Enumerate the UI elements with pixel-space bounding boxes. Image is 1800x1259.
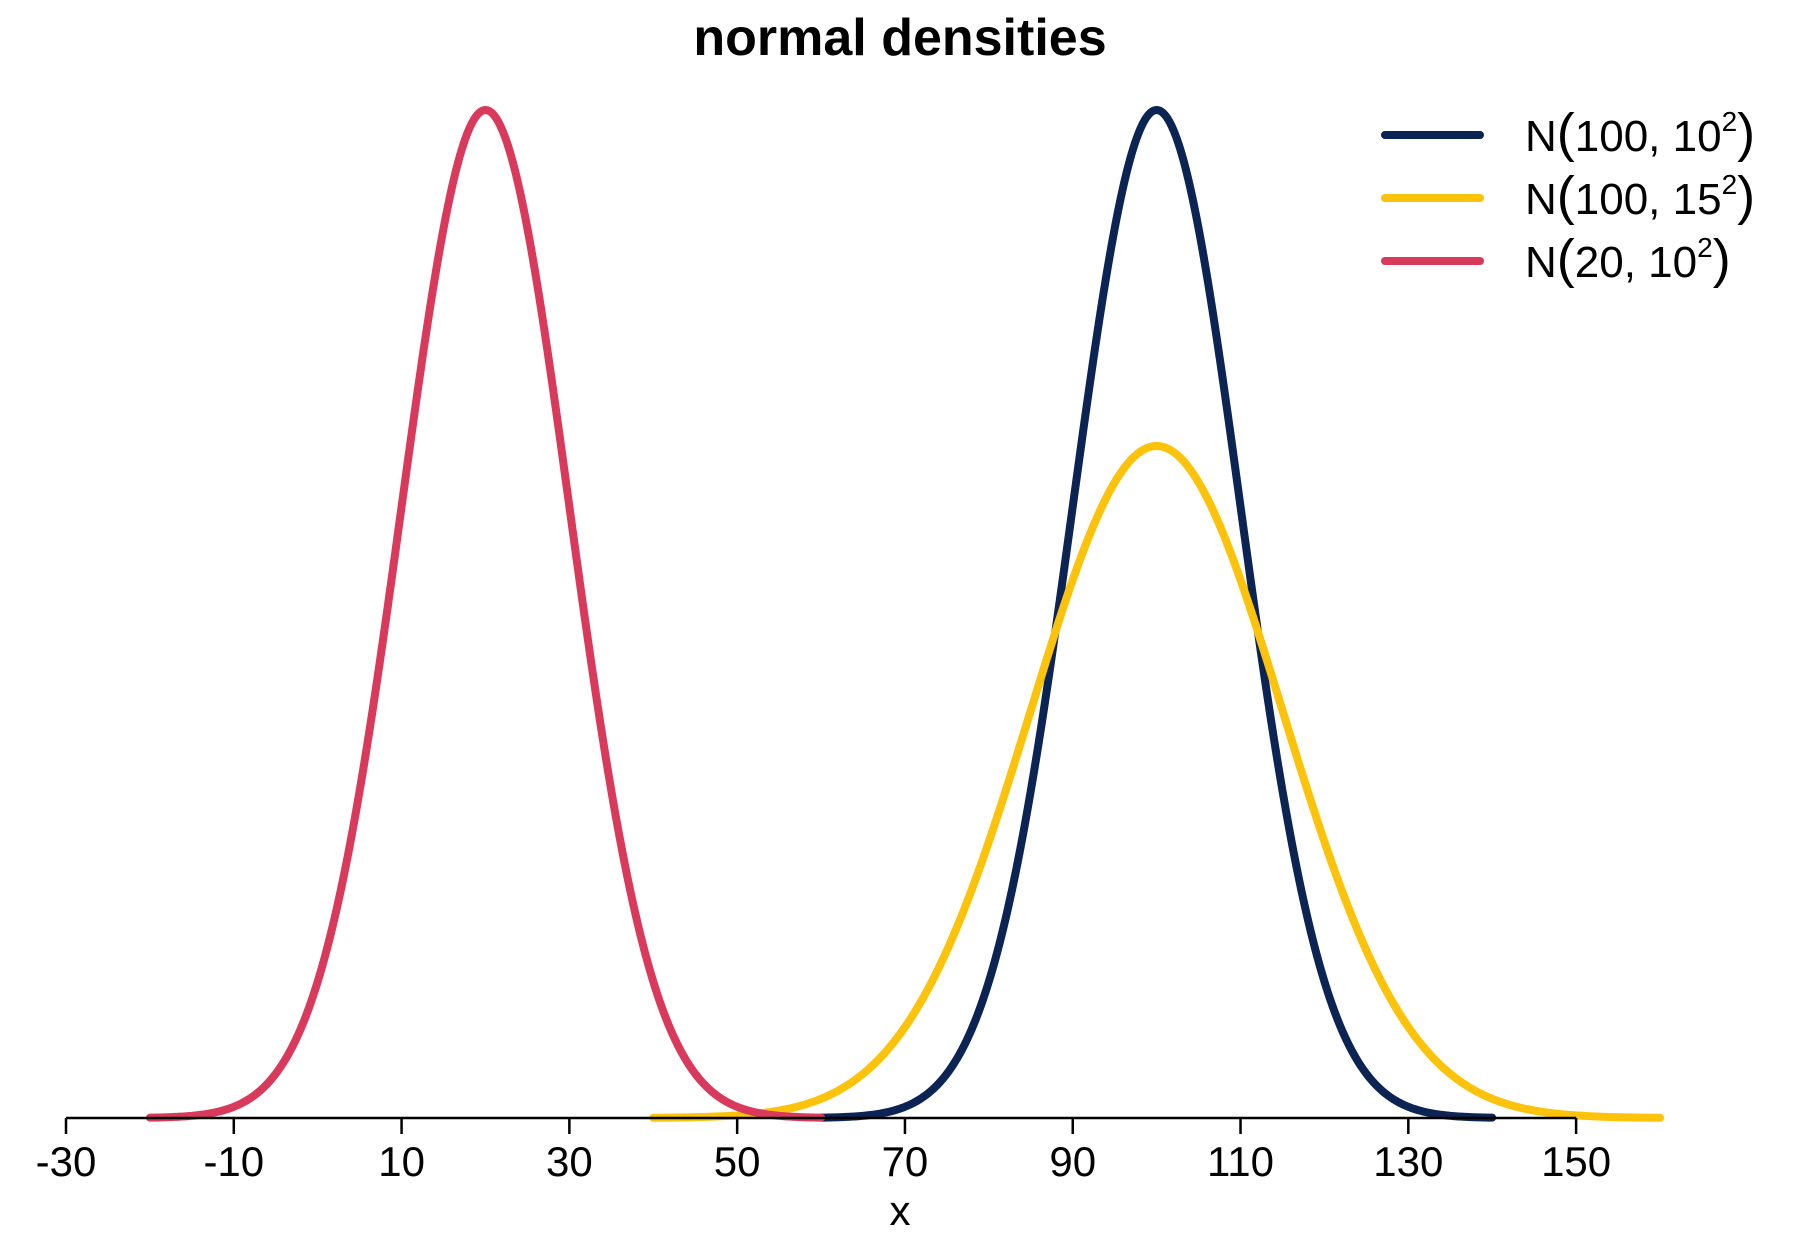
x-tick-label: 50 (714, 1138, 761, 1185)
x-tick-label: 30 (546, 1138, 593, 1185)
x-tick-label: -10 (203, 1138, 264, 1185)
x-tick-label: -30 (36, 1138, 97, 1185)
x-tick-label: 130 (1373, 1138, 1443, 1185)
series-line-1 (817, 106, 1497, 1122)
series-line-2 (649, 442, 1664, 1122)
legend-label-3: N(20, 102) (1525, 229, 1731, 289)
x-tick-label: 10 (378, 1138, 425, 1185)
x-axis-label: x (890, 1187, 911, 1234)
chart-title: normal densities (693, 9, 1106, 67)
series-line-3 (145, 106, 826, 1122)
legend: N(100, 102)N(100, 152)N(20, 102) (1381, 103, 1755, 289)
x-axis: -30 -10 10 30 50 70 90 110 130 150 (36, 1116, 1611, 1185)
legend-label-2: N(100, 152) (1525, 166, 1755, 226)
x-tick-label: 90 (1049, 1138, 1096, 1185)
x-tick-label: 150 (1541, 1138, 1611, 1185)
x-tick-label: 70 (882, 1138, 929, 1185)
legend-label-1: N(100, 102) (1525, 103, 1755, 163)
plot-area (145, 106, 1664, 1122)
x-tick-label: 110 (1207, 1138, 1274, 1185)
